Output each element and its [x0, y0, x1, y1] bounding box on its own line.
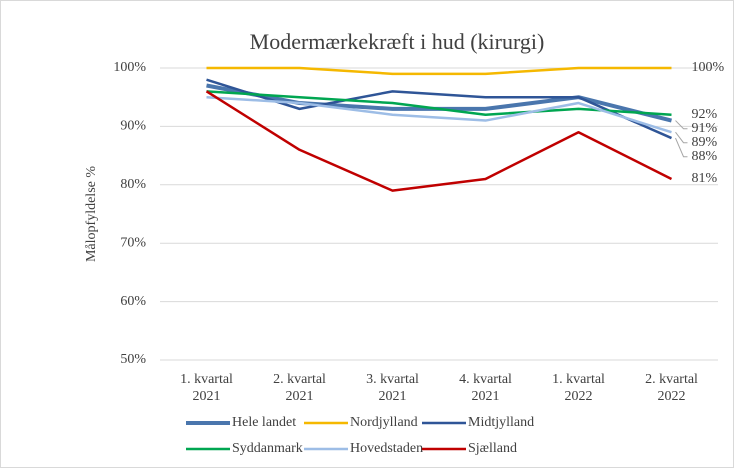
y-tick-label: 60% — [120, 294, 146, 309]
line-series — [206, 90, 672, 116]
label-leader — [675, 120, 688, 130]
line-series — [205, 90, 673, 192]
label-leader — [675, 137, 688, 158]
line-series — [206, 78, 673, 140]
chart-title: Modermærkekræft i hud (kirurgi) — [250, 29, 545, 54]
data-label: 89% — [692, 135, 718, 150]
y-tick-label: 50% — [120, 352, 146, 367]
x-tick-label: 2. kvartal 2022 — [645, 372, 698, 404]
data-label: 91% — [692, 121, 718, 136]
x-tick-label: 1. kvartal 2021 — [180, 372, 233, 404]
x-tick-label: 1. kvartal 2022 — [552, 372, 605, 404]
y-axis-label: Målopfyldelse % — [84, 166, 99, 262]
x-tick-label: 2. kvartal 2021 — [273, 372, 326, 404]
y-tick-label: 80% — [120, 177, 146, 192]
x-tick-label: 3. kvartal 2021 — [366, 372, 419, 404]
legend-label: Syddanmark — [232, 441, 303, 456]
legend-label: Hovedstaden — [350, 441, 423, 456]
legend-label: Hele landet — [232, 415, 296, 430]
data-label: 92% — [692, 107, 718, 122]
y-tick-label: 70% — [120, 235, 146, 250]
y-tick-label: 90% — [120, 119, 146, 134]
legend-label: Nordjylland — [350, 415, 418, 430]
x-tick-label: 4. kvartal 2021 — [459, 372, 512, 404]
data-label: 100% — [692, 60, 725, 75]
label-leader — [675, 131, 688, 144]
line-series — [206, 95, 672, 134]
y-tick-label: 100% — [113, 60, 146, 75]
line-series — [206, 66, 672, 76]
legend-label: Midtjylland — [468, 415, 534, 430]
data-label: 81% — [692, 171, 718, 186]
data-label: 88% — [692, 149, 718, 164]
legend-label: Sjælland — [468, 441, 517, 456]
